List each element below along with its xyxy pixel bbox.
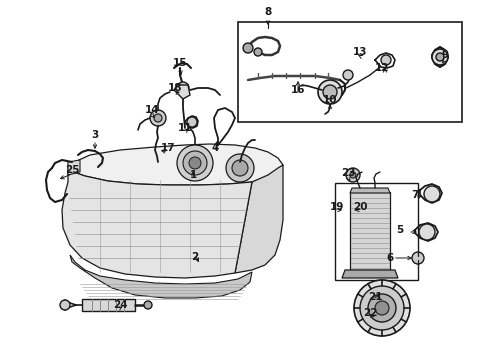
Text: 8: 8: [265, 7, 271, 17]
Circle shape: [360, 286, 404, 330]
Text: 25: 25: [65, 165, 79, 175]
Text: 13: 13: [353, 47, 367, 57]
Circle shape: [254, 48, 262, 56]
Circle shape: [183, 151, 207, 175]
Text: 16: 16: [291, 85, 305, 95]
Circle shape: [424, 186, 440, 202]
Text: 15: 15: [173, 58, 187, 68]
Bar: [238, 22, 462, 122]
Circle shape: [318, 80, 342, 104]
Text: 12: 12: [375, 63, 389, 73]
Text: 19: 19: [330, 202, 344, 212]
Text: 14: 14: [145, 105, 159, 115]
Circle shape: [226, 154, 254, 182]
Polygon shape: [68, 160, 80, 175]
Circle shape: [412, 252, 424, 264]
Circle shape: [144, 301, 152, 309]
Circle shape: [343, 70, 353, 80]
Circle shape: [368, 294, 396, 322]
Text: 5: 5: [396, 225, 404, 235]
Text: 20: 20: [353, 202, 367, 212]
Text: 10: 10: [323, 95, 337, 105]
Circle shape: [354, 280, 410, 336]
Circle shape: [436, 53, 444, 61]
Polygon shape: [174, 85, 190, 99]
Text: 4: 4: [211, 143, 219, 153]
Circle shape: [60, 300, 70, 310]
Text: 18: 18: [168, 83, 182, 93]
Circle shape: [187, 117, 197, 127]
Circle shape: [154, 114, 162, 122]
Circle shape: [150, 110, 166, 126]
Text: 23: 23: [341, 168, 355, 178]
Circle shape: [189, 157, 201, 169]
Circle shape: [432, 49, 448, 65]
Text: 3: 3: [91, 130, 98, 140]
Text: 17: 17: [161, 143, 175, 153]
Bar: [335, 183, 418, 280]
Circle shape: [323, 85, 337, 99]
Circle shape: [243, 43, 253, 53]
Circle shape: [419, 224, 435, 240]
Text: 7: 7: [411, 190, 418, 200]
Bar: [350, 192, 390, 270]
Circle shape: [346, 168, 360, 182]
Text: 24: 24: [113, 300, 127, 310]
Polygon shape: [68, 144, 283, 185]
Circle shape: [177, 145, 213, 181]
Polygon shape: [62, 170, 252, 278]
Polygon shape: [350, 188, 390, 193]
Text: 6: 6: [387, 253, 393, 263]
Text: 21: 21: [368, 292, 382, 302]
Polygon shape: [235, 165, 283, 273]
Text: 11: 11: [178, 123, 192, 133]
Text: 1: 1: [189, 170, 196, 180]
Text: 9: 9: [441, 50, 448, 60]
Circle shape: [177, 82, 189, 94]
Circle shape: [232, 160, 248, 176]
Polygon shape: [70, 255, 252, 298]
Polygon shape: [342, 270, 398, 278]
Circle shape: [381, 55, 391, 65]
Circle shape: [375, 301, 389, 315]
Polygon shape: [82, 299, 135, 311]
Text: 2: 2: [192, 252, 198, 262]
Circle shape: [350, 172, 356, 178]
Text: 22: 22: [363, 308, 377, 318]
